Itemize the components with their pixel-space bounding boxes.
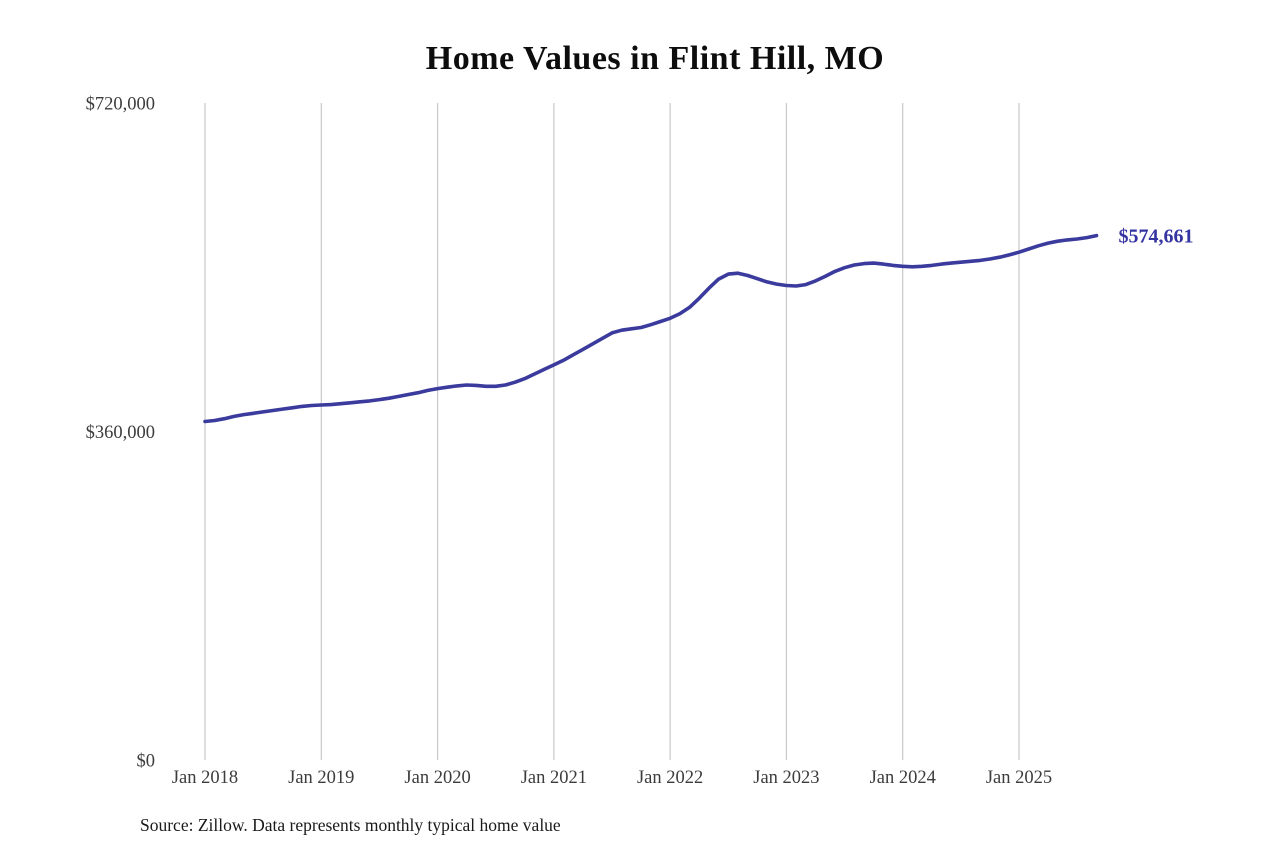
x-axis-tick-label: Jan 2024 [870,768,936,788]
source-note: Source: Zillow. Data represents monthly … [140,815,561,835]
x-axis-tick-label: Jan 2018 [172,768,238,788]
chart-title: Home Values in Flint Hill, MO [425,40,885,77]
x-axis-tick-label: Jan 2019 [288,768,354,788]
y-axis-tick-label: $720,000 [86,95,155,115]
x-axis-tick-label: Jan 2022 [637,768,703,788]
x-axis-tick-label: Jan 2021 [521,768,587,788]
x-axis-tick-label: Jan 2023 [753,768,819,788]
x-axis-tick-label: Jan 2025 [986,768,1052,788]
x-axis-tick-label: Jan 2020 [404,768,470,788]
home-value-series-line [203,233,1099,424]
latest-value-label: $574,661 [1119,226,1194,248]
y-axis-tick-label: $360,000 [86,423,155,443]
y-axis-tick-label: $0 [137,752,156,772]
